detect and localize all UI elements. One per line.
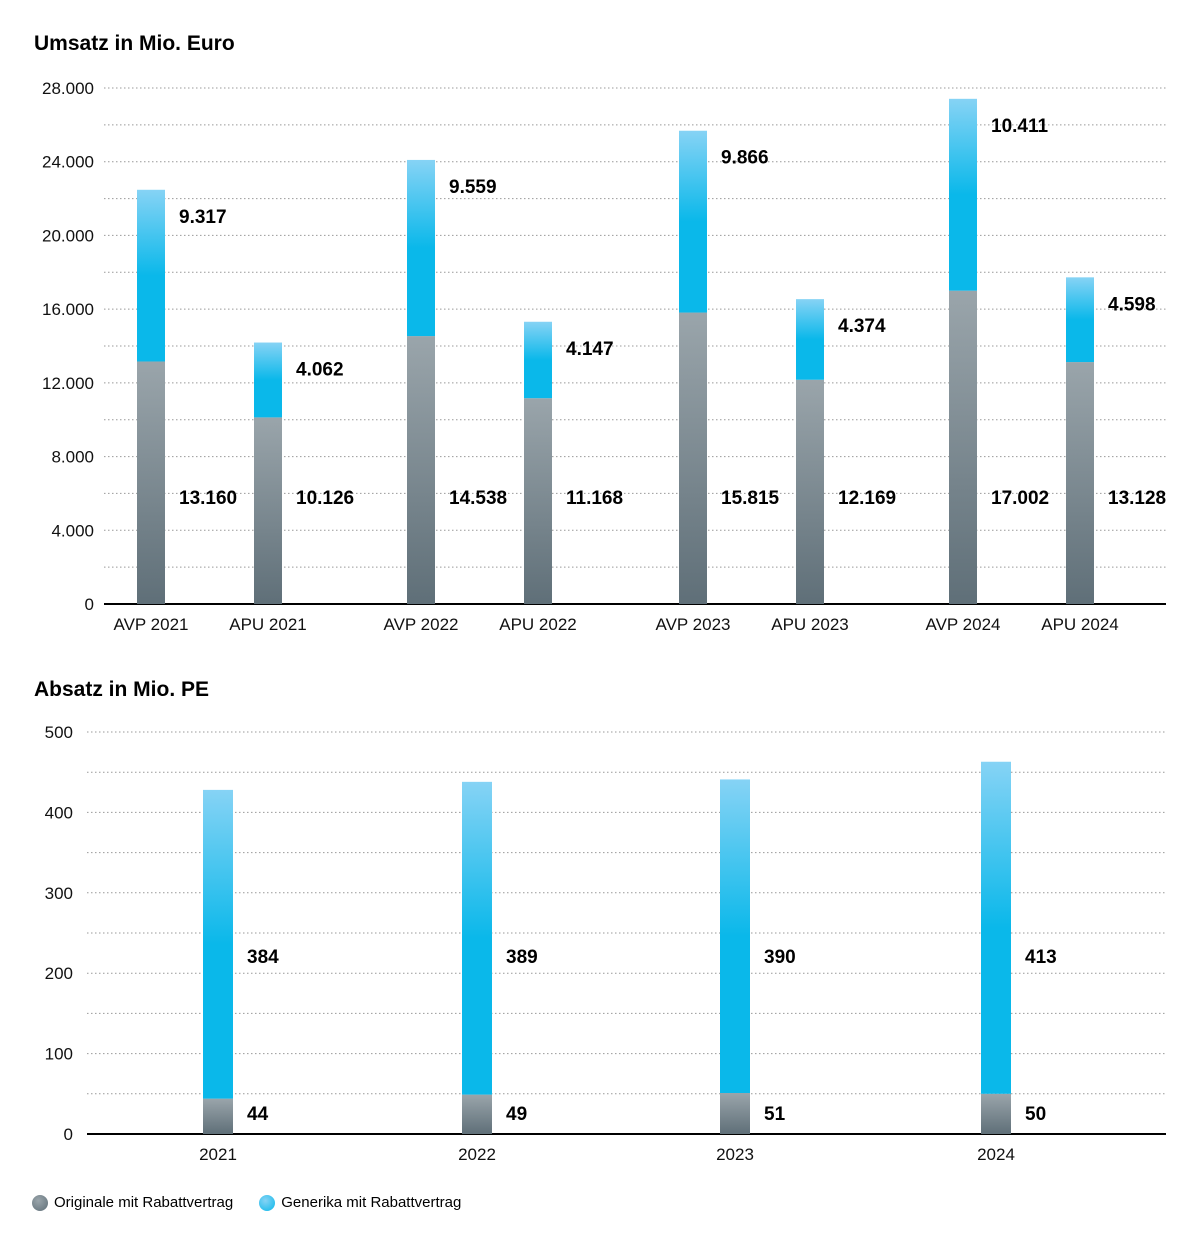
x-tick-label: APU 2021: [229, 615, 307, 634]
y-tick-label: 20.000: [42, 226, 94, 245]
data-label-generika: 9.866: [721, 148, 769, 169]
bar-generika: [949, 98, 977, 291]
data-label-originale: 15.815: [721, 488, 780, 509]
x-tick-label: AVP 2024: [926, 615, 1001, 634]
bar-originale: [720, 1092, 750, 1134]
umsatz-chart-title: Umsatz in Mio. Euro: [34, 32, 235, 55]
y-tick-label: 0: [64, 1125, 73, 1144]
bar-originale: [203, 1098, 233, 1134]
x-tick-label: APU 2023: [771, 615, 849, 634]
data-label-originale: 51: [764, 1104, 786, 1125]
data-label-originale: 17.002: [991, 488, 1049, 509]
data-label-originale: 49: [506, 1104, 527, 1125]
x-tick-label: 2023: [716, 1145, 754, 1164]
data-label-originale: 14.538: [449, 488, 507, 509]
bar-generika: [407, 159, 435, 337]
legend-swatch-generika: [259, 1194, 276, 1211]
bar-generika: [679, 130, 707, 313]
data-label-originale: 10.126: [296, 488, 354, 509]
data-label-generika: 390: [764, 947, 796, 968]
legend-swatch-originale: [32, 1194, 48, 1211]
bar-generika: [137, 189, 165, 362]
bar-generika: [524, 321, 552, 399]
legend: Originale mit Rabattvertrag Generika mit…: [32, 1194, 461, 1211]
x-tick-label: 2021: [199, 1145, 237, 1164]
y-tick-label: 8.000: [51, 448, 94, 467]
x-tick-label: 2024: [977, 1145, 1015, 1164]
y-tick-label: 24.000: [42, 153, 94, 172]
bar-generika: [203, 789, 233, 1099]
y-tick-label: 4.000: [51, 521, 94, 540]
x-tick-label: AVP 2022: [384, 615, 459, 634]
y-tick-label: 12.000: [42, 374, 94, 393]
data-label-generika: 4.147: [566, 339, 614, 360]
bar-originale: [1066, 362, 1094, 604]
y-tick-label: 16.000: [42, 300, 94, 319]
data-label-generika: 413: [1025, 947, 1057, 968]
y-tick-label: 200: [45, 964, 73, 983]
x-tick-label: AVP 2021: [114, 615, 189, 634]
data-label-generika: 384: [247, 947, 279, 968]
data-label-generika: 4.374: [838, 316, 886, 337]
data-label-originale: 44: [247, 1104, 269, 1125]
data-label-originale: 11.168: [566, 488, 623, 509]
legend-label-generika: Generika mit Rabattvertrag: [281, 1194, 462, 1211]
bar-generika: [462, 781, 492, 1095]
y-tick-label: 500: [45, 723, 73, 742]
bar-generika: [720, 779, 750, 1093]
data-label-originale: 12.169: [838, 488, 896, 509]
data-label-generika: 389: [506, 947, 538, 968]
bar-originale: [137, 361, 165, 604]
bar-generika: [254, 342, 282, 418]
data-label-generika: 9.317: [179, 207, 227, 228]
bar-originale: [462, 1094, 492, 1134]
data-label-originale: 13.128: [1108, 488, 1166, 509]
y-tick-label: 0: [85, 595, 94, 614]
bar-generika: [981, 761, 1011, 1094]
data-label-generika: 4.062: [296, 360, 344, 381]
data-label-generika: 4.598: [1108, 294, 1156, 315]
bar-originale: [524, 398, 552, 604]
data-label-originale: 50: [1025, 1104, 1046, 1125]
bar-originale: [407, 336, 435, 604]
data-label-originale: 13.160: [179, 488, 237, 509]
bar-originale: [949, 290, 977, 604]
legend-label-originale: Originale mit Rabattvertrag: [54, 1194, 234, 1211]
x-tick-label: AVP 2023: [656, 615, 731, 634]
bar-originale: [981, 1093, 1011, 1134]
absatz-chart: 0 100 200 300 400 500 2021 44 384 2022 49 389 2023 51…: [45, 723, 1166, 1164]
bar-originale: [796, 379, 824, 604]
data-label-generika: 9.559: [449, 177, 497, 198]
absatz-chart-title: Absatz in Mio. PE: [34, 678, 210, 701]
umsatz-chart: 0 4.000 8.000 12.000 16.000 20.000 24.000 28.00…: [42, 79, 1166, 634]
y-tick-label: 28.000: [42, 79, 94, 98]
legend-item-originale: Originale mit Rabattvertrag: [32, 1194, 233, 1211]
x-tick-label: APU 2024: [1041, 615, 1119, 634]
bar-originale: [679, 312, 707, 604]
y-tick-label: 300: [45, 884, 73, 903]
bar-generika: [1066, 277, 1094, 363]
x-tick-label: 2022: [458, 1145, 496, 1164]
bar-generika: [796, 299, 824, 380]
legend-item-generika: Generika mit Rabattvertrag: [259, 1194, 461, 1211]
y-tick-label: 100: [45, 1045, 73, 1064]
bar-originale: [254, 417, 282, 604]
data-label-generika: 10.411: [991, 116, 1048, 137]
x-tick-label: APU 2022: [499, 615, 577, 634]
y-tick-label: 400: [45, 803, 73, 822]
